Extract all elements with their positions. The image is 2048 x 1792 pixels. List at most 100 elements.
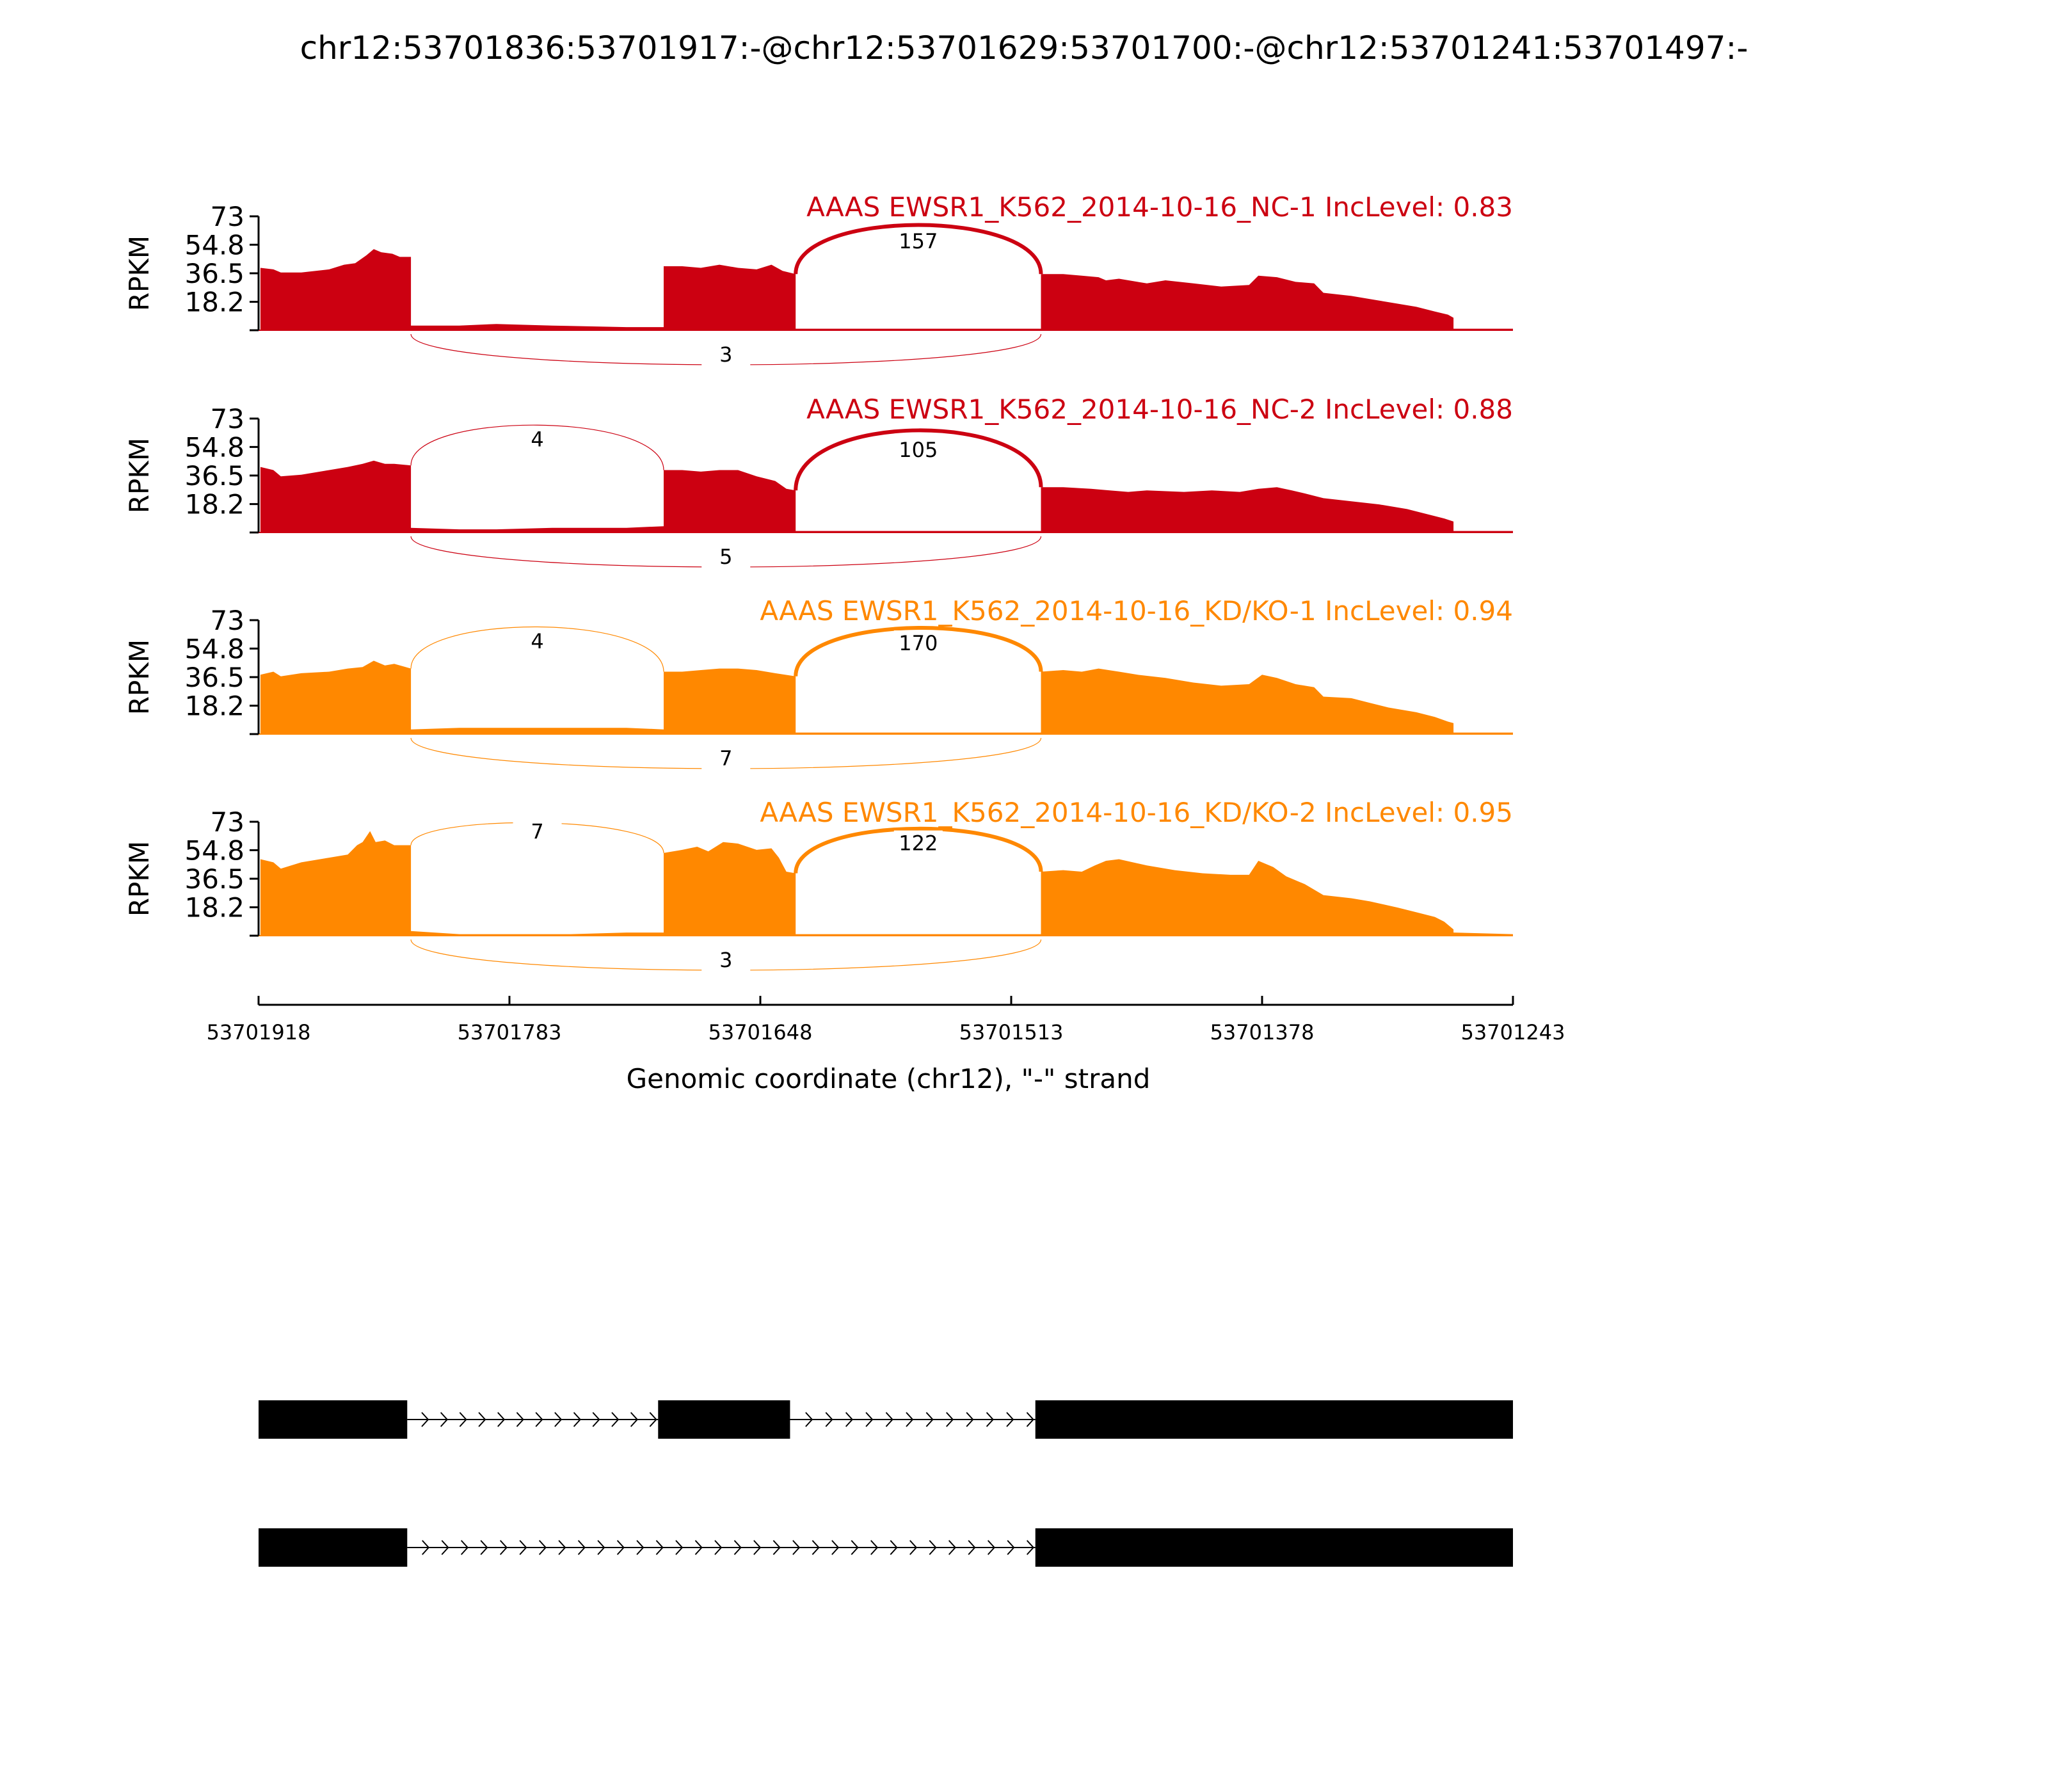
strand-chevron	[497, 1412, 506, 1427]
y-tick-label: 54.8	[184, 431, 244, 463]
y-tick-label: 36.5	[184, 863, 244, 895]
junction-count: 3	[719, 948, 732, 972]
sample-label: AAAS EWSR1_K562_2014-10-16_NC-2 IncLevel…	[806, 394, 1513, 425]
x-tick-label: 53701648	[708, 1020, 813, 1044]
strand-chevron	[929, 1540, 937, 1555]
x-axis: 53701918 53701783 53701648 53701513 53701378…	[207, 996, 1565, 1044]
junction-count: 7	[719, 746, 732, 771]
strand-chevron	[906, 1412, 914, 1427]
y-tick-label: 73	[211, 201, 244, 232]
chart-title: chr12:53701836:53701917:-@chr12:53701629…	[300, 29, 1748, 67]
strand-chevron	[616, 1540, 625, 1555]
strand-chevron	[459, 1412, 467, 1427]
strand-chevron	[986, 1412, 994, 1427]
junction-label-bg	[893, 630, 943, 657]
junction-count: 157	[899, 229, 938, 253]
isoform-2	[259, 1528, 1513, 1567]
coverage-area	[260, 249, 1513, 330]
strand-chevron	[597, 1540, 605, 1555]
strand-chevron	[987, 1540, 996, 1555]
strand-chevron	[733, 1540, 742, 1555]
strand-chevron	[805, 1412, 813, 1427]
sample-label: AAAS EWSR1_K562_2014-10-16_KD/KO-1 IncLe…	[760, 595, 1513, 627]
strand-chevron	[440, 1412, 449, 1427]
y-tick-label: 36.5	[184, 662, 244, 693]
y-tick-label: 73	[211, 605, 244, 636]
y-tick-label: 18.2	[184, 287, 244, 318]
x-tick-label: 53701783	[458, 1020, 562, 1044]
strand-chevron	[1026, 1540, 1035, 1555]
y-tick-label: 36.5	[184, 258, 244, 289]
strand-chevron	[694, 1540, 703, 1555]
y-axis-label: RPKM	[124, 438, 155, 513]
strand-chevron	[890, 1540, 898, 1555]
junction-count: 7	[531, 819, 543, 844]
strand-chevron	[831, 1540, 840, 1555]
gene-models	[259, 1400, 1513, 1567]
junction-count: 5	[719, 545, 732, 569]
strand-chevron	[714, 1540, 723, 1555]
x-tick-label: 53701918	[207, 1020, 311, 1044]
junction-label-bg	[701, 342, 751, 367]
strand-chevron	[630, 1412, 639, 1427]
strand-chevron	[611, 1412, 620, 1427]
junction-count: 122	[899, 831, 938, 856]
coverage-area	[260, 831, 1513, 936]
strand-chevron	[422, 1540, 430, 1555]
strand-chevron	[649, 1412, 657, 1427]
junction-count: 4	[531, 629, 543, 653]
y-tick-label: 54.8	[184, 835, 244, 866]
strand-chevron	[675, 1540, 684, 1555]
strand-chevron	[535, 1412, 543, 1427]
strand-chevron	[870, 1540, 879, 1555]
strand-chevron	[573, 1412, 581, 1427]
junction-label-bg	[893, 436, 943, 463]
coverage-area	[260, 460, 1513, 532]
exon-block	[259, 1528, 408, 1567]
junction-arc	[410, 626, 664, 672]
x-tick-label: 53701243	[1461, 1020, 1565, 1044]
y-axis-label: RPKM	[124, 841, 155, 916]
y-tick-label: 54.8	[184, 633, 244, 664]
strand-chevron	[845, 1412, 854, 1427]
strand-chevron	[538, 1540, 547, 1555]
y-tick-label: 36.5	[184, 460, 244, 492]
strand-chevron	[909, 1540, 918, 1555]
sample-label: AAAS EWSR1_K562_2014-10-16_KD/KO-2 IncLe…	[760, 797, 1513, 828]
strand-chevron	[1026, 1412, 1034, 1427]
strand-chevron	[441, 1540, 449, 1555]
strand-chevron	[753, 1540, 762, 1555]
junction-arc	[794, 223, 1043, 275]
strand-chevron	[966, 1412, 974, 1427]
junction-arc	[794, 428, 1043, 491]
strand-chevron	[480, 1540, 488, 1555]
junction-label-bg	[701, 947, 751, 973]
junction-label-bg	[513, 628, 562, 655]
strand-chevron	[825, 1412, 833, 1427]
junction-arc	[794, 626, 1043, 676]
junction-label-bg	[893, 228, 943, 255]
junction-count: 4	[531, 427, 543, 451]
strand-chevron	[577, 1540, 586, 1555]
strand-chevron	[519, 1540, 527, 1555]
sample-label: AAAS EWSR1_K562_2014-10-16_NC-1 IncLevel…	[806, 191, 1513, 223]
strand-chevron	[421, 1412, 429, 1427]
coverage-area	[260, 660, 1513, 734]
strand-chevron	[516, 1412, 524, 1427]
exon-block	[658, 1400, 790, 1439]
x-tick-label: 53701513	[959, 1020, 1064, 1044]
strand-chevron	[812, 1540, 820, 1555]
y-tick-label: 73	[211, 403, 244, 435]
strand-chevron	[655, 1540, 664, 1555]
y-tick-label: 54.8	[184, 229, 244, 260]
exon-block	[1035, 1400, 1513, 1439]
junction-count: 105	[899, 438, 938, 462]
junction-arc	[794, 826, 1043, 874]
strand-chevron	[968, 1540, 976, 1555]
strand-chevron	[946, 1412, 954, 1427]
